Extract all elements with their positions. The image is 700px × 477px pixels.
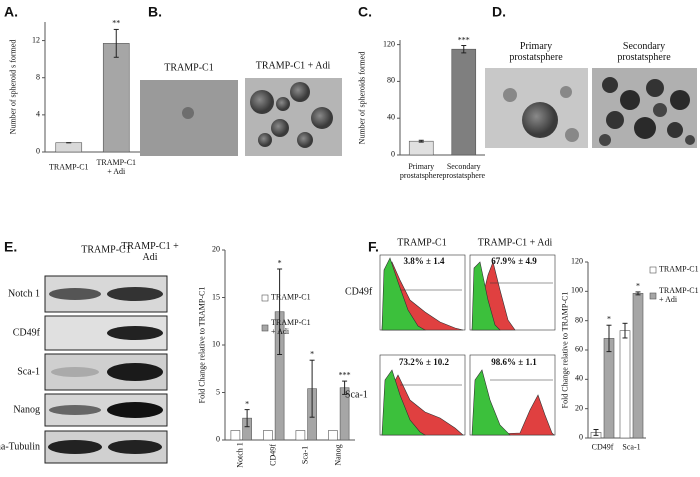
blot-row-label: Sca-1 [17,366,40,378]
y-tick-label: 0 [36,146,40,156]
y-axis-label: Number of spheroids formed [357,51,367,144]
y-tick-label: 20 [575,403,583,413]
legend-label: TRAMP-C1 [659,264,699,274]
y-axis-label: Fold Change relative to TRAMP-C1 [197,286,207,404]
x-tick-label: CD49f [591,442,614,452]
bar [230,430,241,441]
blot-row-label: Nanog [13,404,40,416]
legend-label: TRAMP-C1 + Adi [271,318,311,336]
legend-swatch [261,294,269,302]
y-tick-label: 8 [36,72,40,82]
significance: * [245,399,250,409]
flow-stat: 3.8% ± 1.4 [403,256,445,267]
blot-column-label: TRAMP-C1 [81,244,131,256]
y-tick-label: 20 [212,244,220,254]
x-tick-label: Sca-1 [300,445,310,465]
y-axis-label: Fold Change relative to TRAMP-C1 [560,291,570,409]
bar [55,142,83,153]
y-tick-label: 120 [571,256,583,266]
bar [451,48,477,156]
y-tick-label: 0 [579,432,583,442]
blot-row-label: CD49f [12,327,40,339]
flow-stat: 73.2% ± 10.2 [399,357,449,368]
y-tick-label: 15 [212,292,220,302]
significance: * [310,349,315,359]
microscopy-d [485,68,697,148]
western-blot [44,275,168,464]
y-tick-label: 4 [36,109,40,119]
blot-column-label: TRAMP-C1 + Adi [121,241,179,263]
y-tick-label: 100 [571,285,583,295]
panel-label: E. [4,238,18,255]
x-tick-label: CD49f [268,444,278,466]
y-tick-label: 40 [387,112,395,122]
y-tick-label: 60 [575,344,583,354]
flow-column-label: TRAMP-C1 + Adi [477,237,553,249]
panel-label: F. [368,238,379,255]
image-label: TRAMP-C1 [164,62,214,74]
x-tick-label: Notch 1 [235,442,245,468]
y-tick-label: 80 [387,75,395,85]
significance: ** [112,19,121,29]
bar [295,430,306,441]
flow-row-label: Sca-1 [345,389,368,401]
blot-row-label: Gama-Tubulin [0,441,40,453]
x-tick-label: Sca-1 [622,442,641,452]
flow-stat: 98.6% ± 1.1 [491,357,537,368]
legend-swatch [649,266,657,274]
x-tick-label: Nanog [333,444,343,466]
significance: *** [338,370,351,380]
x-tick-label: TRAMP-C1 + Adi [96,158,137,176]
bar [102,43,130,153]
y-tick-label: 80 [575,315,583,325]
bar [619,330,631,439]
y-tick-label: 12 [32,35,40,45]
legend-label: TRAMP-C1 + Adi [659,286,699,304]
x-tick-label: Primary prostatsphere [399,162,443,180]
y-tick-label: 10 [212,339,220,349]
legend-swatch [261,324,269,332]
bar [603,338,615,439]
significance: *** [457,35,470,45]
flow-column-label: TRAMP-C1 [397,237,447,249]
flow-stat: 67.9% ± 4.9 [491,256,537,267]
panel-label: D. [492,3,506,20]
flow-histograms [379,254,556,436]
legend-label: TRAMP-C1 [271,292,311,302]
image-label: Primary prostatsphere [509,41,563,63]
legend-swatch [649,292,657,300]
bar [263,430,273,441]
y-tick-label: 0 [391,149,395,159]
panel-label: C. [358,3,372,20]
panel-label: B. [148,3,162,20]
microscopy-b [140,78,342,156]
significance: * [277,258,282,268]
y-tick-label: 0 [216,434,220,444]
x-tick-label: Secondary prostatsphere [442,162,486,180]
panel-label: A. [4,3,18,20]
image-label: Secondary prostatsphere [617,41,671,63]
y-axis-label: Number of spheroid s formed [8,39,18,135]
y-tick-label: 120 [383,39,395,49]
flow-row-label: CD49f [345,286,373,298]
x-tick-label: TRAMP-C1 [48,162,89,172]
y-tick-label: 5 [216,387,220,397]
bar [408,140,434,156]
blot-row-label: Notch 1 [8,288,40,300]
significance: * [607,314,611,324]
significance: * [636,281,640,291]
bar [328,430,338,441]
y-tick-label: 40 [575,373,583,383]
image-label: TRAMP-C1 + Adi [255,60,331,72]
bar [632,293,644,439]
